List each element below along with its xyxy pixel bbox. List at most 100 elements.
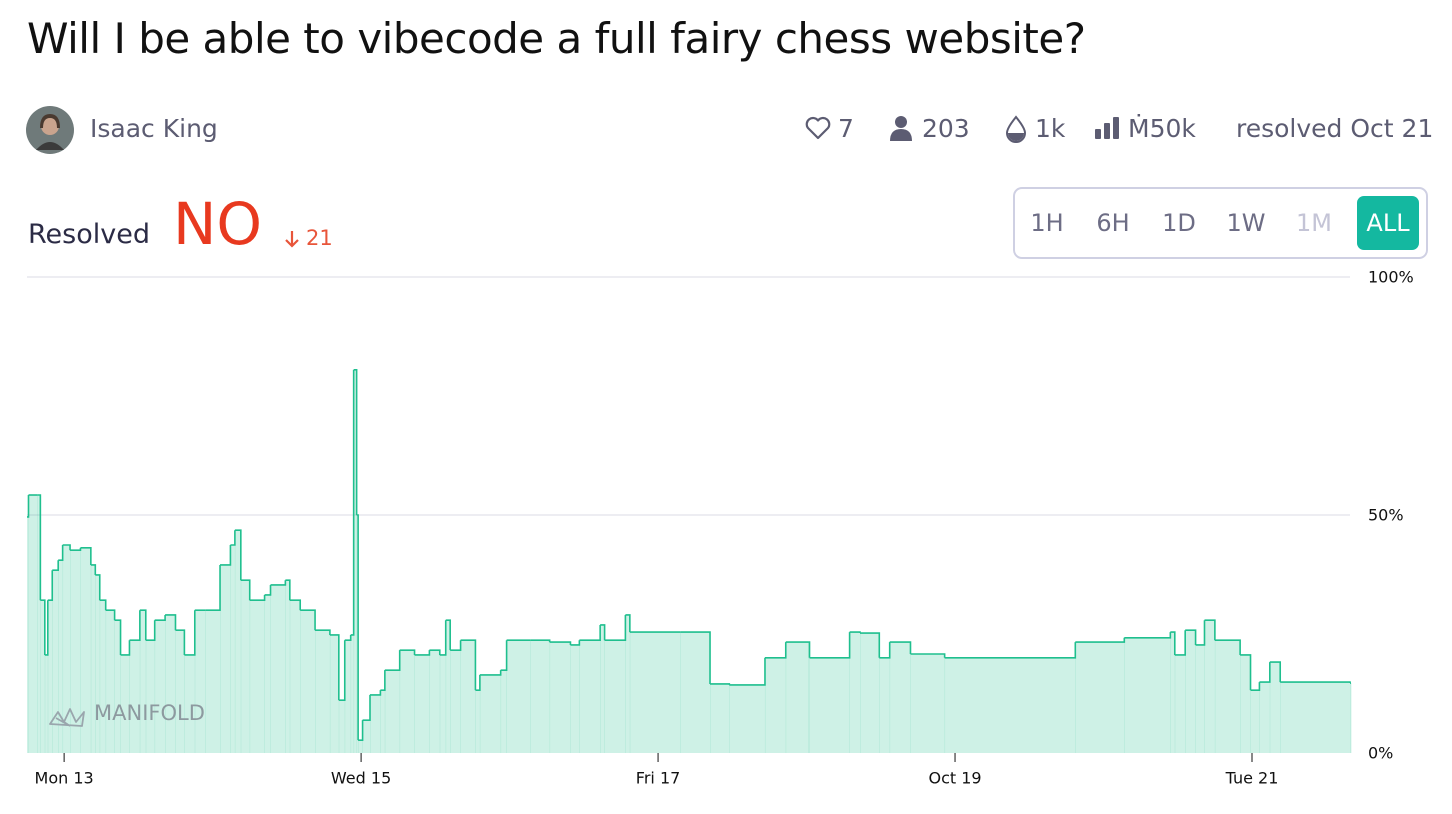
area-step — [570, 644, 580, 753]
line-step — [58, 544, 64, 562]
area-step — [338, 700, 346, 753]
line-step — [114, 619, 122, 655]
time-range-button[interactable]: 1M — [1296, 209, 1332, 237]
liquidity-icon — [1005, 115, 1027, 143]
time-range-button[interactable]: 1H — [1030, 209, 1064, 237]
line-step — [1204, 619, 1216, 641]
line-step — [429, 649, 441, 655]
area-step — [1170, 632, 1176, 753]
area-step — [145, 640, 156, 753]
time-range-selector — [1013, 187, 1428, 259]
area-step — [70, 550, 81, 753]
likes-count: 7 — [838, 114, 854, 143]
line-step — [450, 640, 462, 651]
area-step — [27, 516, 29, 753]
area-step — [194, 610, 206, 753]
line-step — [625, 614, 631, 633]
time-range-button[interactable]: 1W — [1226, 209, 1266, 237]
area-step — [52, 570, 59, 753]
area-step — [80, 547, 92, 753]
line-step — [329, 634, 340, 701]
line — [27, 369, 1351, 741]
area-step — [344, 640, 352, 753]
time-range-button[interactable]: 1D — [1162, 209, 1196, 237]
area-step — [1075, 642, 1125, 753]
line-step — [95, 574, 101, 601]
area-step — [315, 630, 331, 753]
market-title: Will I be able to vibecode a full fairy … — [27, 14, 1086, 63]
heart-icon[interactable] — [805, 115, 831, 141]
area-step — [99, 600, 107, 753]
area-step — [154, 620, 166, 753]
line-step — [338, 640, 346, 701]
time-range-button[interactable]: ALL — [1357, 196, 1419, 250]
area-step — [62, 544, 71, 753]
area-step — [90, 564, 96, 753]
line-step — [479, 670, 502, 676]
area-step — [445, 620, 451, 753]
area-step — [579, 640, 601, 753]
line-step — [570, 640, 581, 646]
area-step — [249, 600, 265, 753]
line-step — [380, 670, 386, 691]
area-step — [414, 654, 430, 753]
area-step — [506, 640, 531, 753]
area-step — [785, 642, 809, 753]
area-step — [889, 642, 911, 753]
liquidity: 1k — [1035, 114, 1066, 143]
x-tick-label: Fri 17 — [636, 769, 681, 788]
line-step — [809, 632, 851, 659]
area-step — [120, 654, 130, 753]
line-step — [90, 564, 97, 575]
line-step — [445, 619, 451, 651]
line-step — [475, 674, 481, 691]
line-step — [220, 544, 232, 566]
line-step — [285, 579, 291, 601]
volume-icon — [1095, 117, 1119, 139]
area-step — [40, 600, 46, 753]
author-name[interactable]: Isaac King — [90, 114, 218, 143]
area-step — [114, 620, 121, 753]
area-step — [879, 657, 891, 753]
area-step — [625, 614, 631, 753]
line-step — [184, 610, 196, 656]
area-step — [475, 690, 481, 753]
area-step — [944, 657, 1076, 753]
line-step — [710, 683, 731, 685]
line-step — [879, 642, 891, 659]
probability-change: 21 — [306, 226, 333, 250]
area-step — [289, 600, 301, 753]
area-step — [184, 654, 196, 753]
line-step — [289, 599, 302, 611]
area-step — [450, 650, 461, 753]
watermark-text: MANIFOLD — [94, 701, 205, 725]
area-step — [58, 560, 64, 753]
area-step — [230, 544, 236, 753]
area-step — [399, 650, 415, 753]
volume: Ṁ50k — [1128, 114, 1196, 143]
area-step — [1350, 683, 1352, 753]
area-step — [680, 632, 711, 753]
traders-count: 203 — [922, 114, 970, 143]
line-step — [37, 494, 42, 601]
area-step — [1185, 630, 1196, 753]
area-step — [710, 683, 730, 753]
watermark: MANIFOLD — [49, 701, 205, 727]
area-step — [429, 650, 441, 753]
line-step — [44, 600, 49, 656]
area-step — [439, 654, 447, 753]
area-step — [1204, 620, 1216, 753]
line-step — [1124, 632, 1172, 639]
line-step — [1269, 661, 1282, 683]
traders-icon — [890, 116, 912, 141]
line-step — [764, 642, 787, 659]
line-step — [62, 544, 71, 551]
line-step — [549, 641, 572, 645]
time-range-button[interactable]: 6H — [1096, 209, 1130, 237]
line-step — [264, 584, 272, 596]
area-step — [604, 640, 626, 753]
author-avatar[interactable] — [26, 106, 74, 154]
line-step — [120, 640, 131, 656]
line-step — [1259, 662, 1271, 683]
area-step — [220, 564, 231, 753]
